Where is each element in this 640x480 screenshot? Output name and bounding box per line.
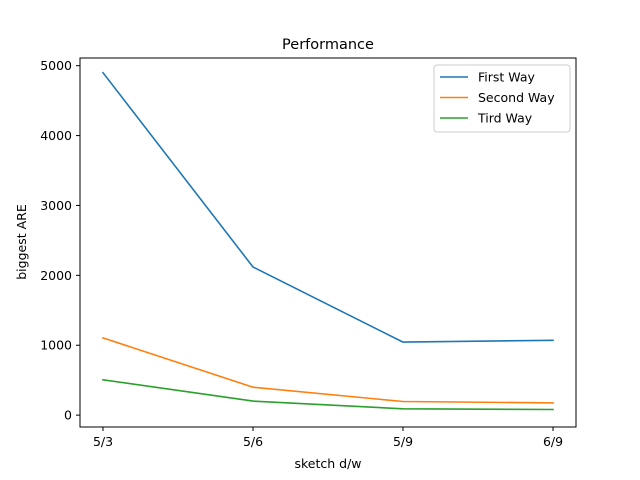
legend-label-2: Second Way (478, 90, 555, 105)
series-line-3 (102, 378, 554, 411)
legend-label-3: Tird Way (477, 111, 533, 126)
legend-label-1: First Way (478, 70, 535, 85)
y-tick-label: 0 (64, 408, 72, 423)
y-tick-label: 2000 (40, 268, 72, 283)
chart-title: Performance (282, 37, 374, 53)
x-tick-label: 6/9 (543, 434, 563, 449)
y-tick-label: 5000 (40, 58, 72, 73)
y-tick-label: 3000 (40, 198, 72, 213)
y-tick-label: 4000 (40, 128, 72, 143)
legend-box (433, 64, 571, 133)
tick-layer: 0 1000 2000 3000 4000 5000 5/3 5/6 5/9 6/9 (40, 58, 563, 449)
series-line-1 (101, 71, 554, 343)
series-line-2 (101, 336, 554, 404)
y-axis-label: biggest ARE (14, 204, 29, 280)
x-axis-label: sketch d/w (294, 456, 361, 471)
x-tick-label: 5/9 (393, 434, 413, 449)
plot-frame (79, 57, 577, 428)
x-tick-label: 5/3 (93, 434, 113, 449)
series-layer (101, 71, 554, 411)
y-tick-label: 1000 (40, 338, 72, 353)
x-tick-label: 5/6 (243, 434, 263, 449)
legend: First Way Second Way Tird Way (433, 64, 571, 133)
